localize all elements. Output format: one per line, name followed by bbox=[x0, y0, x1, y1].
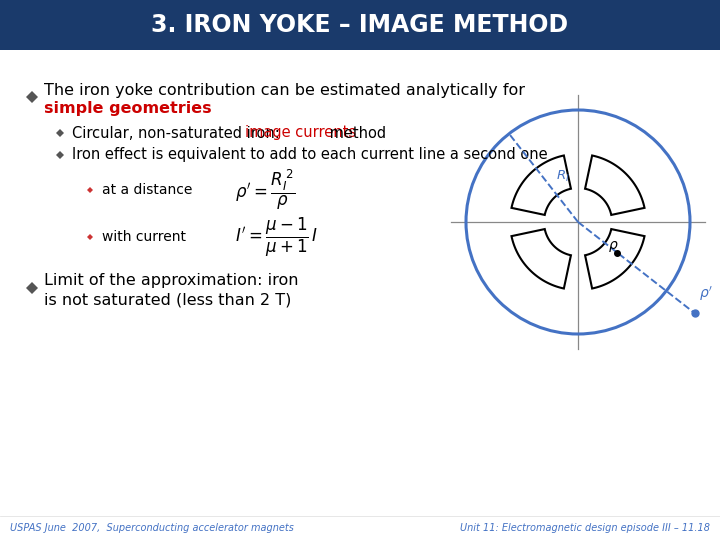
Polygon shape bbox=[511, 156, 571, 215]
Text: Unit 11: Electromagnetic design episode III – 11.18: Unit 11: Electromagnetic design episode … bbox=[460, 523, 710, 533]
Polygon shape bbox=[87, 187, 93, 193]
Polygon shape bbox=[511, 229, 571, 288]
Text: Limit of the approximation: iron: Limit of the approximation: iron bbox=[44, 273, 299, 287]
Text: image currents: image currents bbox=[245, 125, 356, 140]
Polygon shape bbox=[585, 229, 644, 288]
Text: $\rho$: $\rho$ bbox=[608, 239, 618, 254]
Text: $I' = \dfrac{\mu - 1}{\mu + 1}\,I$: $I' = \dfrac{\mu - 1}{\mu + 1}\,I$ bbox=[235, 215, 318, 259]
Text: with current: with current bbox=[102, 230, 186, 244]
Polygon shape bbox=[26, 282, 38, 294]
Polygon shape bbox=[26, 91, 38, 103]
Text: $\rho' = \dfrac{R_I^{\,2}}{\rho}$: $\rho' = \dfrac{R_I^{\,2}}{\rho}$ bbox=[235, 168, 295, 212]
Text: The iron yoke contribution can be estimated analytically for: The iron yoke contribution can be estima… bbox=[44, 83, 525, 98]
Polygon shape bbox=[585, 156, 644, 215]
Polygon shape bbox=[56, 129, 64, 137]
Polygon shape bbox=[87, 234, 93, 240]
Text: $\rho'$: $\rho'$ bbox=[698, 285, 713, 303]
Text: $R_I$: $R_I$ bbox=[556, 170, 570, 185]
Text: simple geometries: simple geometries bbox=[44, 100, 212, 116]
Text: 3. IRON YOKE – IMAGE METHOD: 3. IRON YOKE – IMAGE METHOD bbox=[151, 13, 569, 37]
Bar bbox=[0, 0, 720, 50]
Text: USPAS June  2007,  Superconducting accelerator magnets: USPAS June 2007, Superconducting acceler… bbox=[10, 523, 294, 533]
Text: Circular, non-saturated iron:: Circular, non-saturated iron: bbox=[72, 125, 284, 140]
Text: Iron effect is equivalent to add to each current line a second one: Iron effect is equivalent to add to each… bbox=[72, 147, 548, 163]
Text: at a distance: at a distance bbox=[102, 183, 192, 197]
Text: method: method bbox=[325, 125, 386, 140]
Polygon shape bbox=[56, 151, 64, 159]
Text: is not saturated (less than 2 T): is not saturated (less than 2 T) bbox=[44, 293, 292, 307]
